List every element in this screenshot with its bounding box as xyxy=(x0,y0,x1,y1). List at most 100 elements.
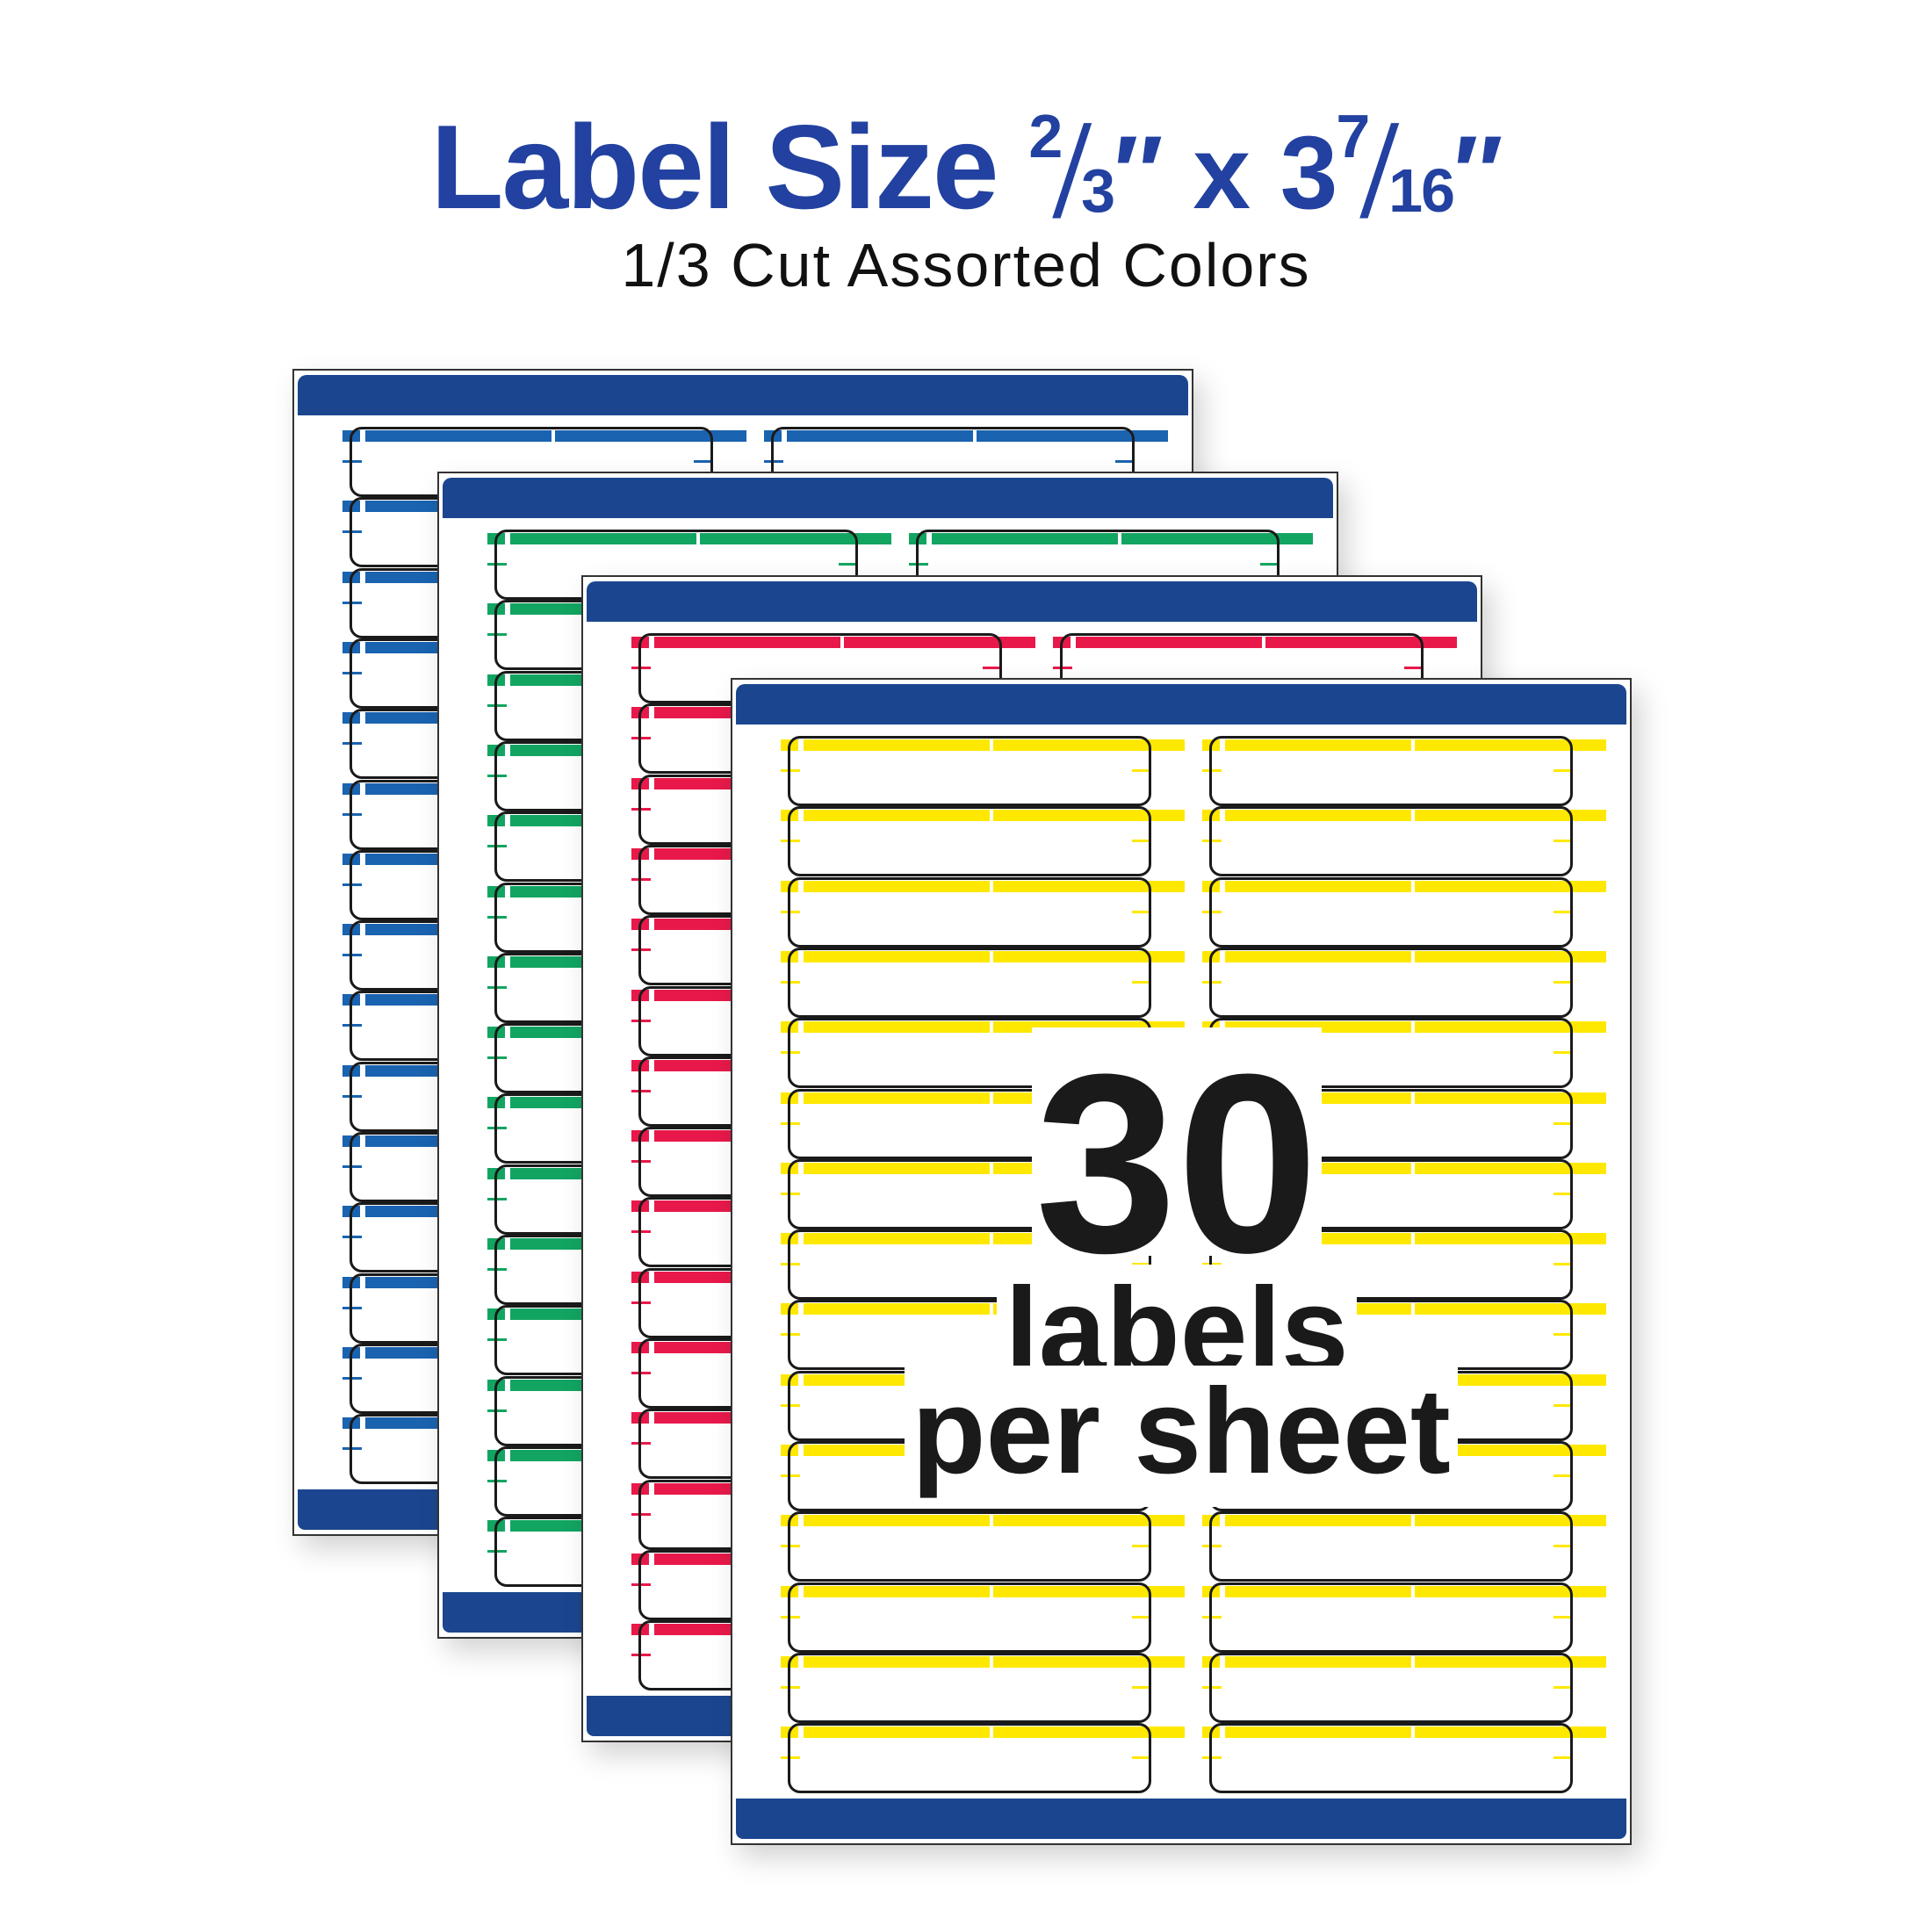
cut-mark xyxy=(781,1333,800,1337)
cut-mark xyxy=(1554,1474,1573,1477)
color-stripe xyxy=(993,810,1165,822)
color-stripe xyxy=(993,1515,1165,1527)
color-stripe xyxy=(1165,1655,1185,1668)
file-folder-label xyxy=(1209,1652,1573,1723)
cut-mark xyxy=(1554,1685,1573,1689)
cut-mark xyxy=(342,883,362,886)
color-stripe xyxy=(1415,1515,1587,1527)
color-stripe xyxy=(804,739,990,751)
cut-mark xyxy=(1132,840,1151,843)
labels-text: labels xyxy=(997,1265,1357,1391)
color-stripe xyxy=(555,430,727,442)
label-size-width: 2/3″ xyxy=(1028,100,1163,246)
color-stripe xyxy=(1415,1585,1587,1597)
cut-mark xyxy=(631,667,651,669)
color-stripe xyxy=(654,637,840,648)
cut-mark xyxy=(342,460,362,463)
cut-mark xyxy=(631,1160,651,1164)
file-folder-label xyxy=(788,806,1151,877)
cut-mark xyxy=(1132,769,1151,772)
color-stripe xyxy=(1415,1233,1587,1245)
color-stripe xyxy=(1225,810,1411,822)
color-stripe xyxy=(1587,1585,1606,1597)
color-stripe xyxy=(804,880,990,892)
cut-mark xyxy=(781,910,800,913)
cut-mark xyxy=(1115,460,1135,463)
color-stripe xyxy=(1165,1727,1185,1739)
label-count: 30 xyxy=(1032,1027,1322,1291)
color-stripe xyxy=(1225,1655,1411,1668)
sheet-top-bar xyxy=(736,684,1626,724)
cut-mark xyxy=(342,742,362,746)
cut-mark xyxy=(839,563,858,566)
cut-mark xyxy=(1260,563,1280,566)
cut-mark xyxy=(487,703,507,707)
cut-mark xyxy=(781,1051,800,1055)
cut-mark xyxy=(1202,980,1222,984)
cut-mark xyxy=(487,563,507,566)
cut-mark xyxy=(487,1056,507,1060)
cut-mark xyxy=(781,1756,800,1760)
file-folder-label xyxy=(788,1652,1151,1723)
label-sheet xyxy=(731,678,1632,1845)
cut-mark xyxy=(1202,1756,1222,1760)
cut-mark xyxy=(1404,667,1424,669)
cut-mark xyxy=(631,1230,651,1234)
color-stripe xyxy=(510,533,696,544)
cut-mark xyxy=(631,877,651,881)
cut-mark xyxy=(781,1474,800,1477)
file-folder-label xyxy=(1209,947,1573,1018)
color-stripe xyxy=(1587,1655,1606,1668)
cut-mark xyxy=(1202,910,1222,913)
cut-mark xyxy=(487,985,507,989)
cut-mark xyxy=(1132,1545,1151,1548)
color-stripe xyxy=(804,1655,990,1668)
cut-mark xyxy=(631,1654,651,1657)
cut-mark xyxy=(342,601,362,604)
color-stripe xyxy=(787,430,973,442)
color-stripe xyxy=(993,739,1165,751)
color-stripe xyxy=(1587,1021,1606,1034)
color-stripe xyxy=(1265,637,1438,648)
color-stripe xyxy=(1165,1515,1185,1527)
color-stripe xyxy=(1415,810,1587,822)
color-stripe xyxy=(993,1655,1165,1668)
color-stripe xyxy=(1415,1162,1587,1174)
file-folder-label xyxy=(1209,1723,1573,1794)
color-stripe xyxy=(804,1162,990,1174)
color-stripe xyxy=(365,430,551,442)
color-stripe xyxy=(1165,810,1185,822)
cut-mark xyxy=(1202,1545,1222,1548)
color-stripe xyxy=(804,1515,990,1527)
color-stripe xyxy=(844,637,1016,648)
cut-mark xyxy=(342,812,362,816)
cut-mark xyxy=(1554,1051,1573,1055)
sheet-top-bar xyxy=(443,478,1333,518)
color-stripe xyxy=(1415,1445,1587,1456)
color-stripe xyxy=(1415,1727,1587,1739)
cut-mark xyxy=(631,1372,651,1374)
per-sheet-text: per sheet xyxy=(905,1366,1458,1507)
cut-mark xyxy=(781,840,800,843)
color-stripe xyxy=(1225,739,1411,751)
color-stripe xyxy=(804,1727,990,1739)
cut-mark xyxy=(1554,1192,1573,1195)
file-folder-label xyxy=(1209,1582,1573,1653)
cut-mark xyxy=(781,980,800,984)
color-stripe xyxy=(804,1303,990,1316)
cut-mark xyxy=(781,1545,800,1548)
cut-mark xyxy=(487,1197,507,1200)
sheet-top-bar xyxy=(298,375,1188,415)
cut-mark xyxy=(487,774,507,777)
file-folder-label xyxy=(788,736,1151,806)
cut-mark xyxy=(631,1301,651,1304)
title-text: Label Size xyxy=(430,100,998,234)
color-stripe xyxy=(1165,950,1185,962)
cut-mark xyxy=(487,1268,507,1271)
color-stripe xyxy=(804,1233,990,1245)
subtitle: 1/3 Cut Assorted Colors xyxy=(621,231,1311,299)
color-stripe xyxy=(1165,739,1185,751)
cut-mark xyxy=(1202,1685,1222,1689)
cut-mark xyxy=(1132,910,1151,913)
cut-mark xyxy=(487,915,507,919)
